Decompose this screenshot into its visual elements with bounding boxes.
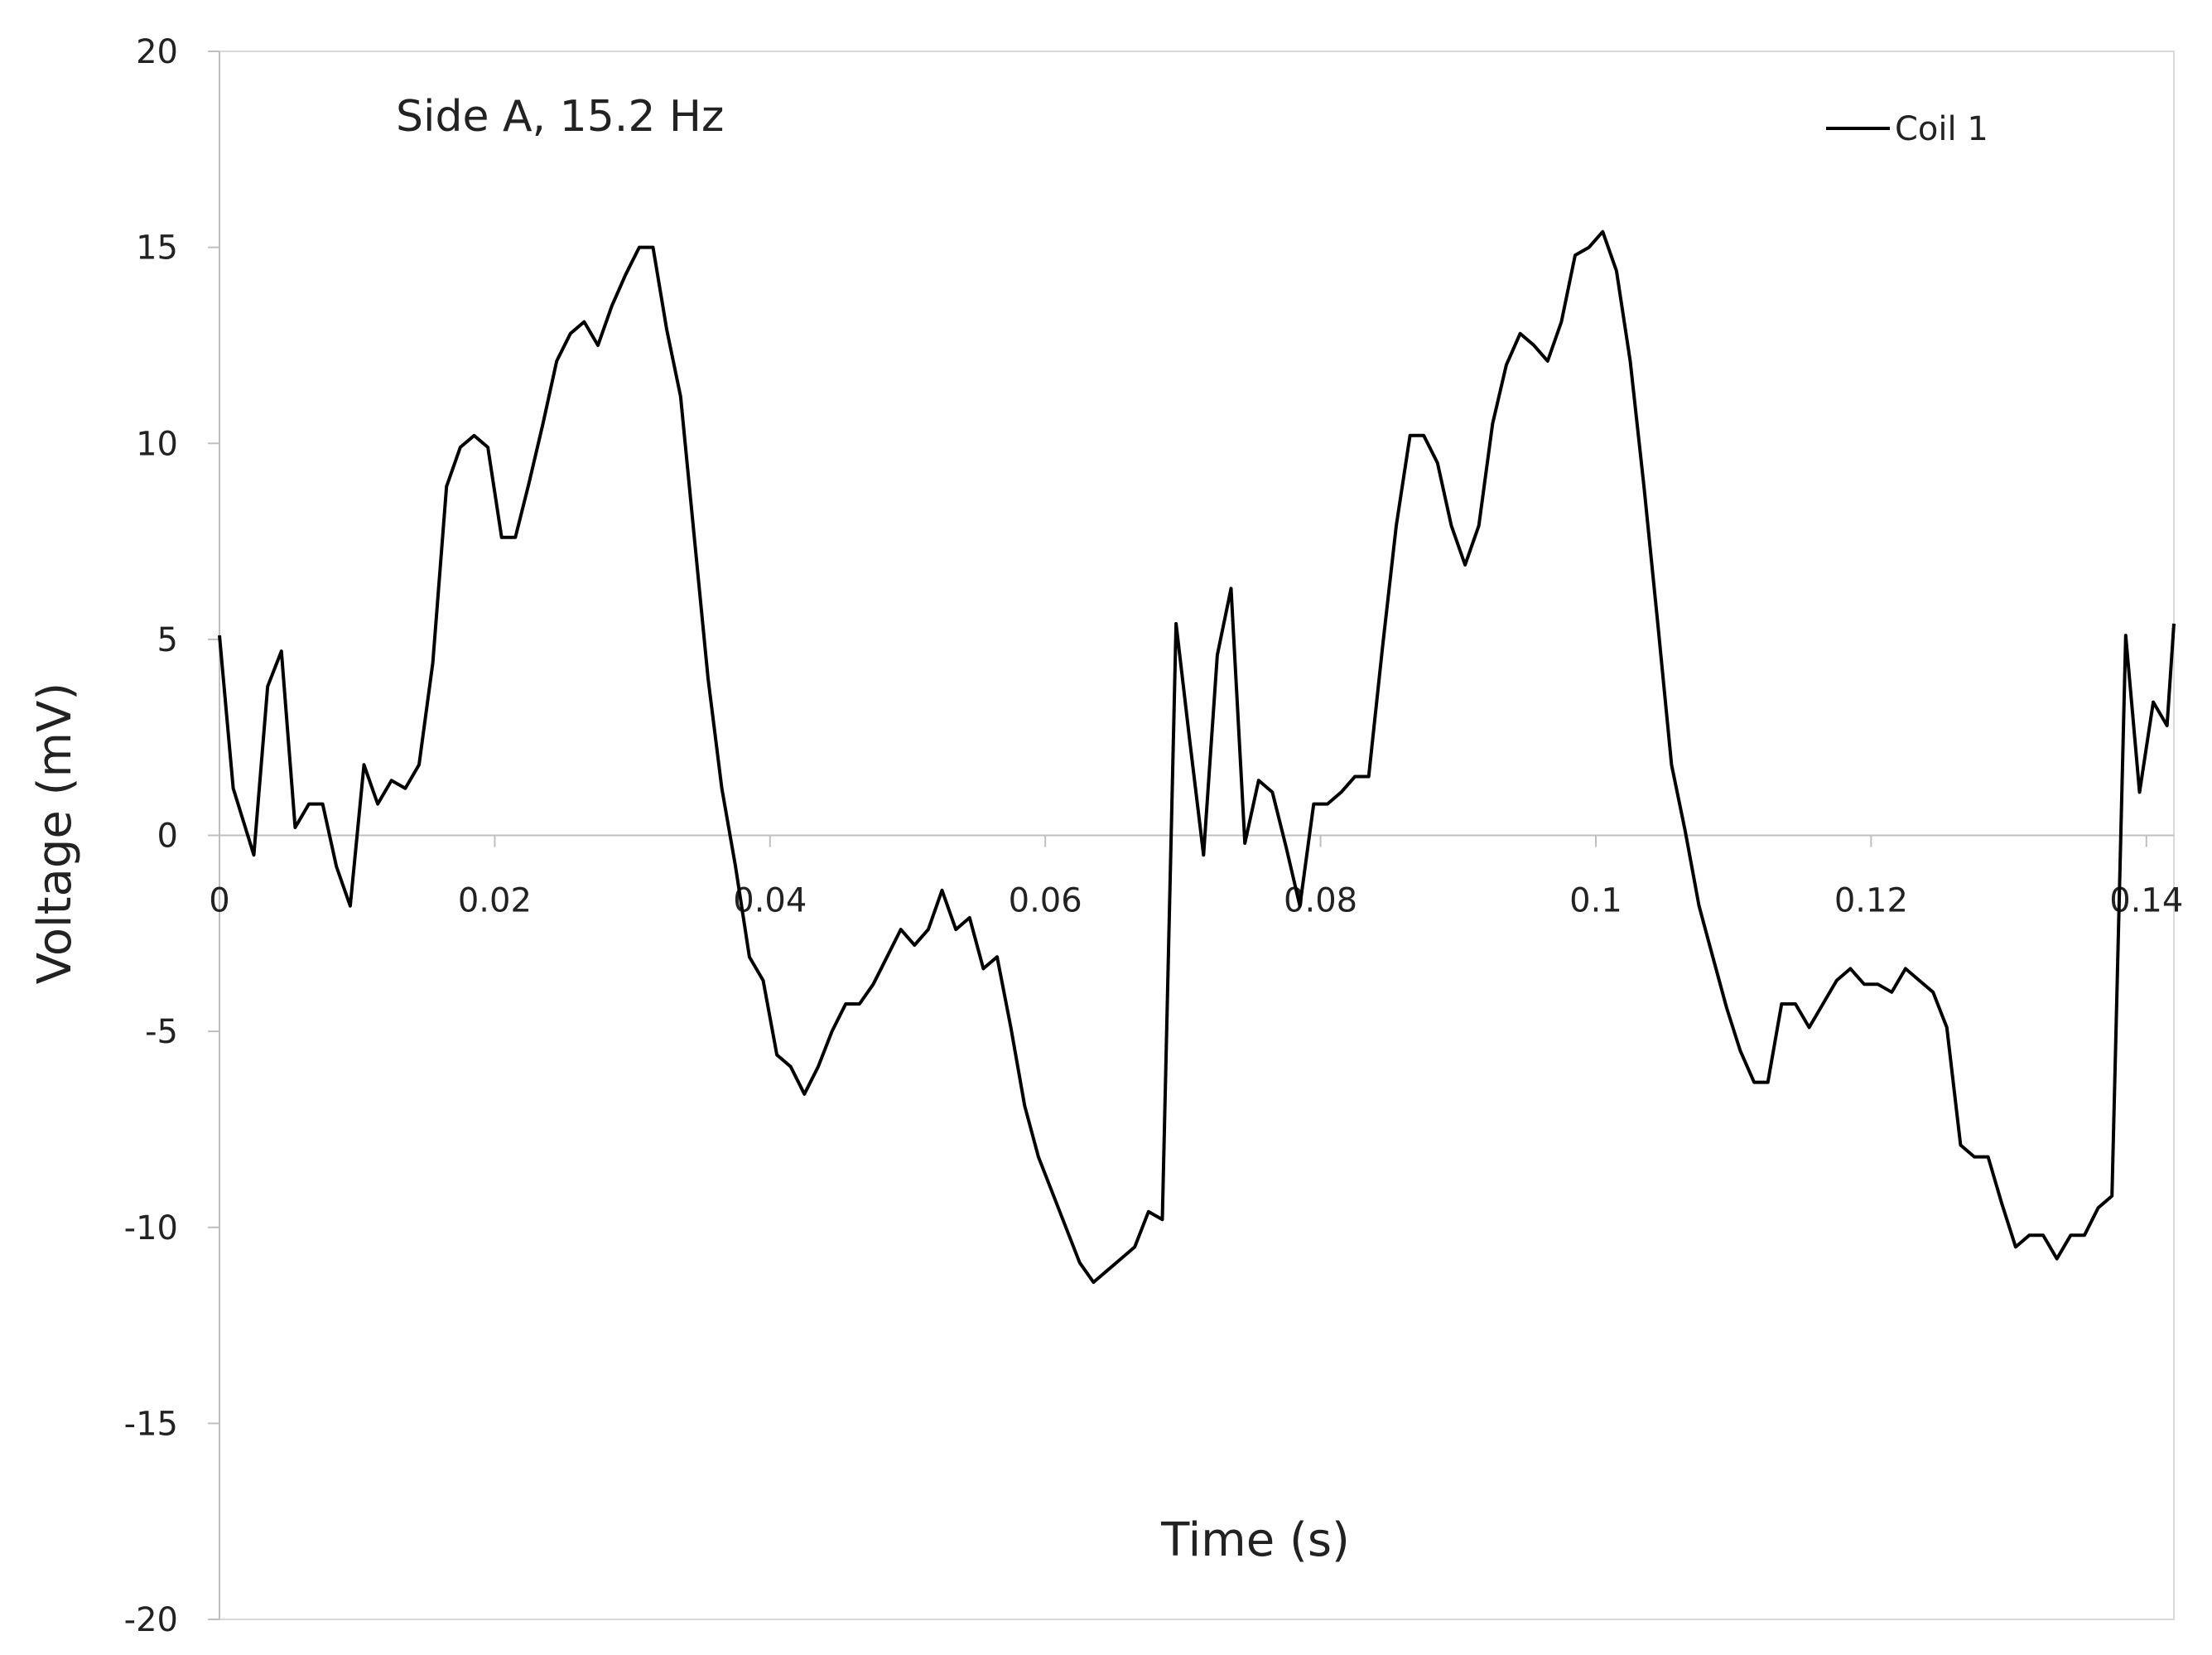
y-tick-label: -10 (124, 1209, 178, 1247)
x-axis-tick-labels: 0 0.02 0.04 0.06 0.08 0.1 0.12 0.14 (209, 835, 2183, 920)
chart-title: Side A, 15.2 Hz (396, 92, 724, 142)
x-axis-title: Time (s) (1160, 1513, 1350, 1567)
x-tick-label: 0.14 (2109, 882, 2183, 920)
y-tick-label: 20 (136, 33, 178, 71)
series-layer (218, 229, 2176, 1284)
x-tick-label: 0.02 (458, 882, 532, 920)
x-tick-label: 0.12 (1834, 882, 1908, 920)
y-tick-label: 0 (157, 818, 178, 856)
y-tick-label: -15 (124, 1405, 178, 1443)
x-tick-label: 0.1 (1569, 882, 1622, 920)
y-tick-label: 5 (157, 621, 178, 659)
legend: Coil 1 (1826, 110, 1988, 148)
x-tick-label: 0.04 (733, 882, 807, 920)
y-axis-title: Voltage (mV) (28, 683, 82, 984)
x-tick-label: 0.06 (1009, 882, 1082, 920)
series-line-coil-1 (218, 229, 2176, 1284)
x-tick-label: 0 (209, 882, 229, 920)
y-tick-label: 10 (136, 425, 178, 463)
y-tick-label: -5 (145, 1013, 178, 1051)
legend-label-coil-1: Coil 1 (1895, 110, 1988, 148)
y-axis-tick-labels: 20 15 10 5 0 -5 -10 -15 -20 (124, 33, 219, 1639)
y-tick-label: -20 (124, 1601, 178, 1639)
y-tick-label: 15 (136, 229, 178, 268)
